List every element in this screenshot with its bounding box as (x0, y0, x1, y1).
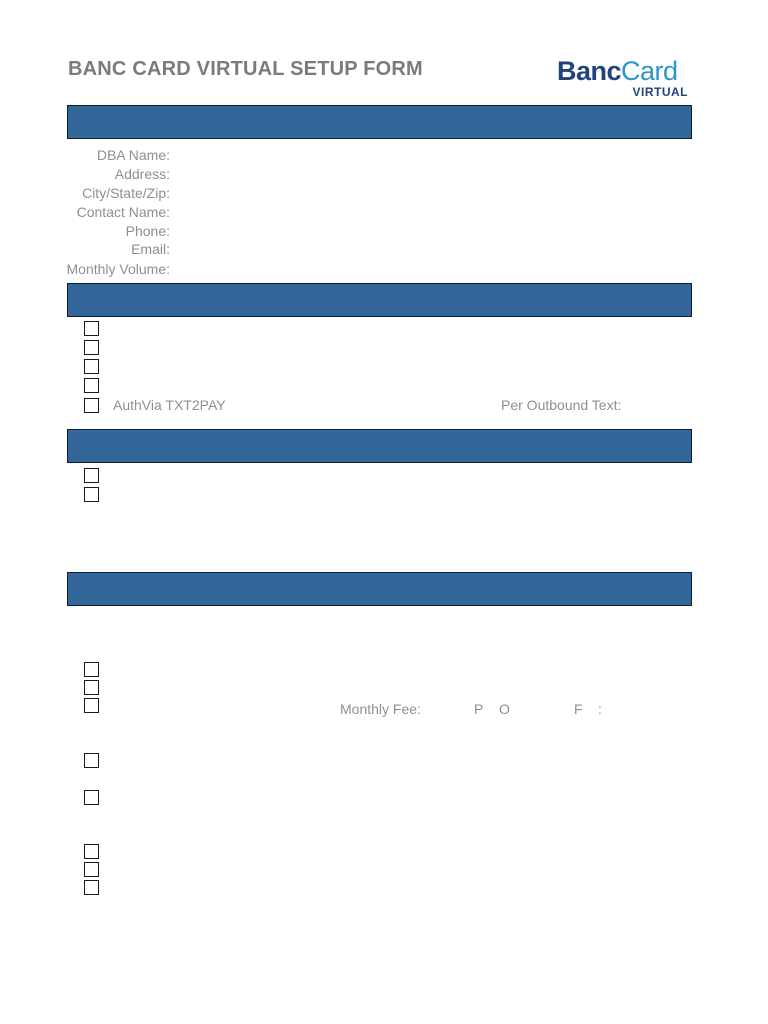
field-label-phone: Phone: (125, 223, 170, 239)
field-label-monthly-volume: Monthly Volume: (66, 261, 171, 277)
form-title: BANC CARD VIRTUAL SETUP FORM (68, 58, 423, 80)
checkbox[interactable] (84, 359, 99, 374)
checkbox[interactable] (84, 468, 99, 483)
logo-subtitle: VIRTUAL (632, 85, 688, 99)
logo-brand-first: Banc (557, 56, 622, 86)
checkbox[interactable] (84, 662, 99, 677)
authvia-txt2pay-label: AuthVia TXT2PAY (113, 397, 226, 413)
checkbox[interactable] (84, 321, 99, 336)
field-label-contact-name: Contact Name: (76, 204, 170, 220)
fee-letter-o: O (499, 701, 510, 717)
monthly-fee-label: Monthly Fee: (340, 701, 421, 717)
checkbox[interactable] (84, 340, 99, 355)
logo-brand-second: Card (621, 56, 678, 86)
section-header-bar-3 (67, 429, 692, 463)
field-label-email: Email: (131, 241, 170, 257)
checkbox[interactable] (84, 698, 99, 713)
field-label-dba-name: DBA Name: (96, 147, 170, 163)
checkbox[interactable] (84, 844, 99, 859)
field-label-city-state-zip: City/State/Zip: (82, 185, 170, 201)
fee-letter-p: P (474, 701, 484, 717)
checkbox[interactable] (84, 378, 99, 393)
fee-colon: : (598, 701, 602, 717)
banccard-logo: BancCard VIRTUAL (555, 55, 690, 101)
checkbox[interactable] (84, 790, 99, 805)
checkbox[interactable] (84, 880, 99, 895)
per-outbound-text-label: Per Outbound Text: (501, 397, 622, 413)
fee-letter-f: F (574, 701, 583, 717)
checkbox[interactable] (84, 862, 99, 877)
checkbox-authvia-txt2pay[interactable] (84, 398, 99, 413)
checkbox[interactable] (84, 680, 99, 695)
section-header-bar-1 (67, 105, 692, 139)
checkbox[interactable] (84, 487, 99, 502)
field-label-address: Address: (114, 166, 170, 182)
section-header-bar-4 (67, 572, 692, 606)
checkbox[interactable] (84, 753, 99, 768)
section-header-bar-2 (67, 283, 692, 317)
